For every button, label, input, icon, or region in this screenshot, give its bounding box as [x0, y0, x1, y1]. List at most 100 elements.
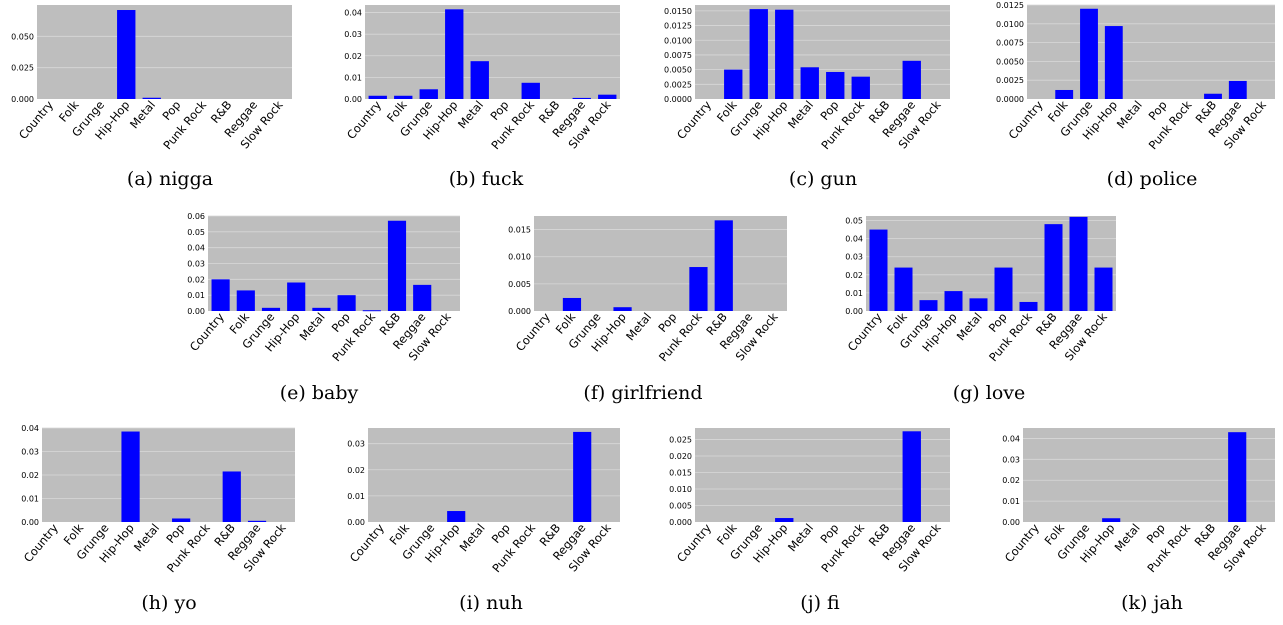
subfigure-caption: (e) baby [280, 382, 359, 404]
bar-hip-hop [447, 511, 466, 522]
x-tick-label: Metal [785, 521, 816, 554]
bar-reggae [413, 284, 432, 311]
x-tick-label: Metal [954, 310, 985, 343]
bar-hip-hop [613, 307, 632, 311]
bar-metal [470, 61, 489, 99]
bar-hip-hop [775, 518, 794, 522]
bar-pop [994, 267, 1013, 311]
x-tick-label: Country [16, 98, 56, 142]
bar-reggae [572, 97, 591, 99]
y-tick-label: 0.000 [508, 307, 531, 316]
bar-grunge [261, 307, 281, 311]
y-tick-label: 0.0125 [996, 1, 1024, 10]
bar-metal [969, 298, 988, 311]
y-tick-label: 0.0000 [664, 95, 692, 104]
subfigure-caption: (i) nuh [459, 592, 523, 614]
chart-panel: 0.0000 0.0025 0.0050 0.0075 0.0100 0.0125 0.01… [664, 5, 950, 190]
bar-grunge [749, 9, 768, 99]
bar-reggae [1228, 432, 1247, 522]
y-tick-label: 0.03 [187, 260, 205, 269]
y-tick-label: 0.04 [845, 235, 863, 244]
y-tick-label: 0.00 [845, 307, 863, 316]
bar-hip-hop [445, 9, 464, 100]
bar-pop [172, 518, 191, 522]
bar-hip-hop [117, 10, 136, 99]
bar-pop [826, 71, 845, 99]
bar-reggae [902, 431, 921, 522]
bar-randb [222, 471, 241, 522]
bar-country [211, 279, 230, 311]
y-tick-label: 0.05 [845, 217, 863, 226]
bar-randb [387, 220, 407, 311]
y-tick-label: 0.03 [845, 253, 863, 262]
y-tick-label: 0.0125 [664, 22, 692, 31]
x-tick-label: Metal [455, 98, 486, 131]
x-tick-label: Metal [131, 521, 162, 554]
subfigure-caption: (k) jah [1121, 592, 1183, 614]
bar-reggae [573, 431, 592, 522]
bar-folk [562, 297, 582, 311]
x-tick-label: Metal [297, 310, 328, 343]
plot-area [37, 5, 292, 99]
y-tick-label: 0.04 [21, 424, 39, 433]
y-tick-label: 0.03 [347, 440, 365, 449]
x-tick-label: Metal [457, 521, 488, 554]
y-tick-label: 0.04 [1002, 434, 1020, 443]
subfigure-caption: (b) fuck [449, 168, 524, 190]
y-tick-label: 0.0150 [664, 7, 692, 16]
x-tick-label: Metal [127, 98, 158, 131]
x-tick-label: Metal [785, 98, 816, 131]
y-tick-label: 0.0075 [996, 39, 1024, 48]
y-tick-label: 0.0000 [996, 95, 1024, 104]
y-tick-label: 0.01 [21, 495, 39, 504]
bar-metal [142, 97, 161, 99]
y-tick-label: 0.010 [669, 485, 692, 494]
y-tick-label: 0.01 [845, 289, 863, 298]
bar-metal [800, 67, 819, 99]
bar-randb [714, 220, 733, 311]
bar-grunge [419, 89, 438, 99]
y-tick-label: 0.00 [1002, 518, 1020, 527]
subfigure-caption: (f) girlfriend [583, 382, 702, 404]
bar-punk-rock [1019, 301, 1038, 311]
bar-metal [312, 307, 331, 311]
bar-punk-rock [362, 310, 381, 312]
y-tick-label: 0.0100 [996, 20, 1024, 29]
bar-reggae [247, 520, 267, 522]
y-tick-label: 0.0075 [664, 51, 692, 60]
y-tick-label: 0.02 [187, 275, 205, 284]
bar-folk [894, 267, 913, 311]
y-tick-label: 0.015 [508, 226, 531, 235]
bar-grunge [1080, 8, 1098, 99]
bar-slow-rock [1094, 267, 1113, 311]
y-tick-label: 0.04 [187, 244, 205, 253]
bar-hip-hop [287, 282, 306, 311]
bar-hip-hop [1104, 26, 1123, 99]
y-tick-label: 0.000 [11, 95, 34, 104]
bar-reggae [902, 60, 921, 99]
chart-panel: 0.0000 0.0025 0.0050 0.0075 0.0100 0.0125 Coun… [996, 1, 1275, 190]
bar-randb [1044, 224, 1063, 311]
bar-punk-rock [851, 76, 870, 99]
x-tick-label: Country [845, 310, 885, 354]
y-tick-label: 0.00 [347, 518, 365, 527]
y-tick-label: 0.010 [508, 253, 531, 262]
y-tick-label: 0.02 [347, 466, 365, 475]
y-tick-label: 0.025 [669, 436, 692, 445]
y-tick-label: 0.0025 [664, 80, 692, 89]
subfigure-caption: (d) police [1107, 168, 1198, 190]
y-tick-label: 0.000 [669, 518, 692, 527]
y-tick-label: 0.025 [11, 64, 34, 73]
x-tick-label: Country [1006, 98, 1046, 142]
y-tick-label: 0.02 [21, 471, 39, 480]
subfigure-caption: (j) fi [800, 592, 840, 614]
bar-hip-hop [1102, 518, 1121, 522]
y-tick-label: 0.050 [11, 32, 34, 41]
bar-hip-hop [944, 291, 963, 311]
